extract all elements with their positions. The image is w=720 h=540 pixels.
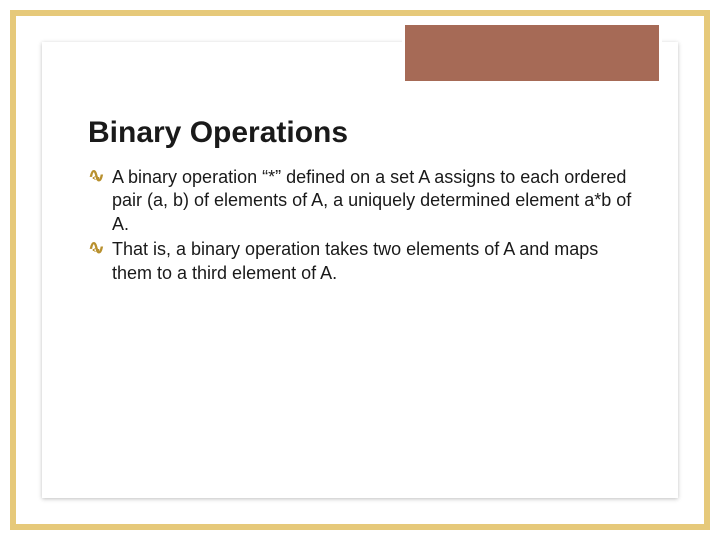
bullet-icon: ∿ xyxy=(88,166,105,186)
bullet-list: ∿ A binary operation “*” defined on a set… xyxy=(88,166,632,285)
list-item: ∿ A binary operation “*” defined on a set… xyxy=(88,166,632,236)
bullet-text: That is, a binary operation takes two el… xyxy=(112,239,598,282)
accent-box xyxy=(402,22,662,84)
list-item: ∿ That is, a binary operation takes two e… xyxy=(88,238,632,285)
bullet-text: A binary operation “*” defined on a set … xyxy=(112,167,631,234)
slide-page: Binary Operations ∿ A binary operation “*… xyxy=(0,0,720,540)
outer-frame: Binary Operations ∿ A binary operation “*… xyxy=(10,10,710,530)
bullet-icon: ∿ xyxy=(88,238,105,258)
inner-panel: Binary Operations ∿ A binary operation “*… xyxy=(42,42,678,498)
slide-title: Binary Operations xyxy=(88,116,632,150)
